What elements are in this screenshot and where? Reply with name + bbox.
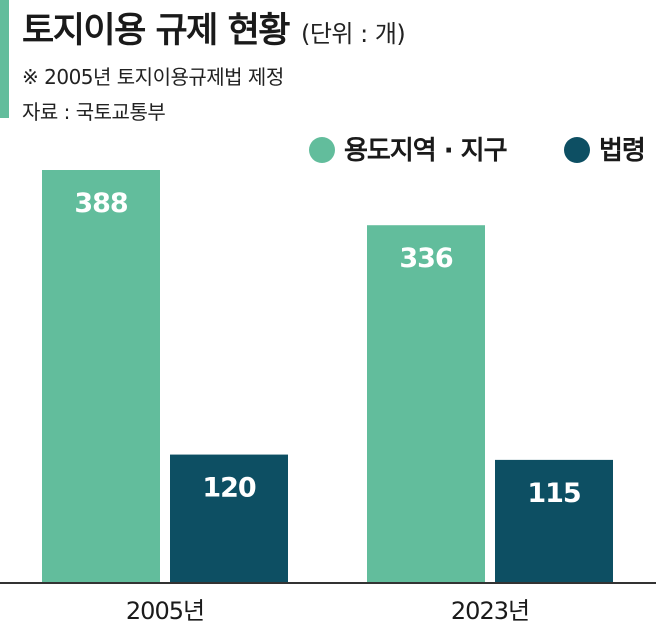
title-line: 토지이용 규제 현황 (단위 : 개) [22,2,646,53]
bar-value-label: 120 [202,473,256,504]
chart-header: 토지이용 규제 현황 (단위 : 개) ※ 2005년 토지이용규제법 제정 자… [22,2,646,125]
legend-label: 용도지역 · 지구 [344,136,507,166]
bar [170,454,288,582]
x-tick-label: 2023년 [451,597,529,625]
chart-note: ※ 2005년 토지이용규제법 제정 [22,65,284,89]
bar-value-label: 115 [527,478,580,509]
legend-swatch [309,137,335,163]
accent-bar [0,0,9,118]
bar-value-label: 388 [74,188,128,219]
bar-value-label: 336 [399,243,453,274]
legend-label: 법령 [599,136,645,166]
chart-title: 토지이용 규제 현황 [22,11,290,51]
bar [42,170,160,582]
bar [495,459,613,582]
unit-label: (단위 : 개) [300,20,406,48]
bar [367,225,485,582]
legend-swatch [564,137,590,163]
source-label: 자료 : 국토교통부 [22,100,166,124]
x-tick-label: 2005년 [126,597,204,625]
